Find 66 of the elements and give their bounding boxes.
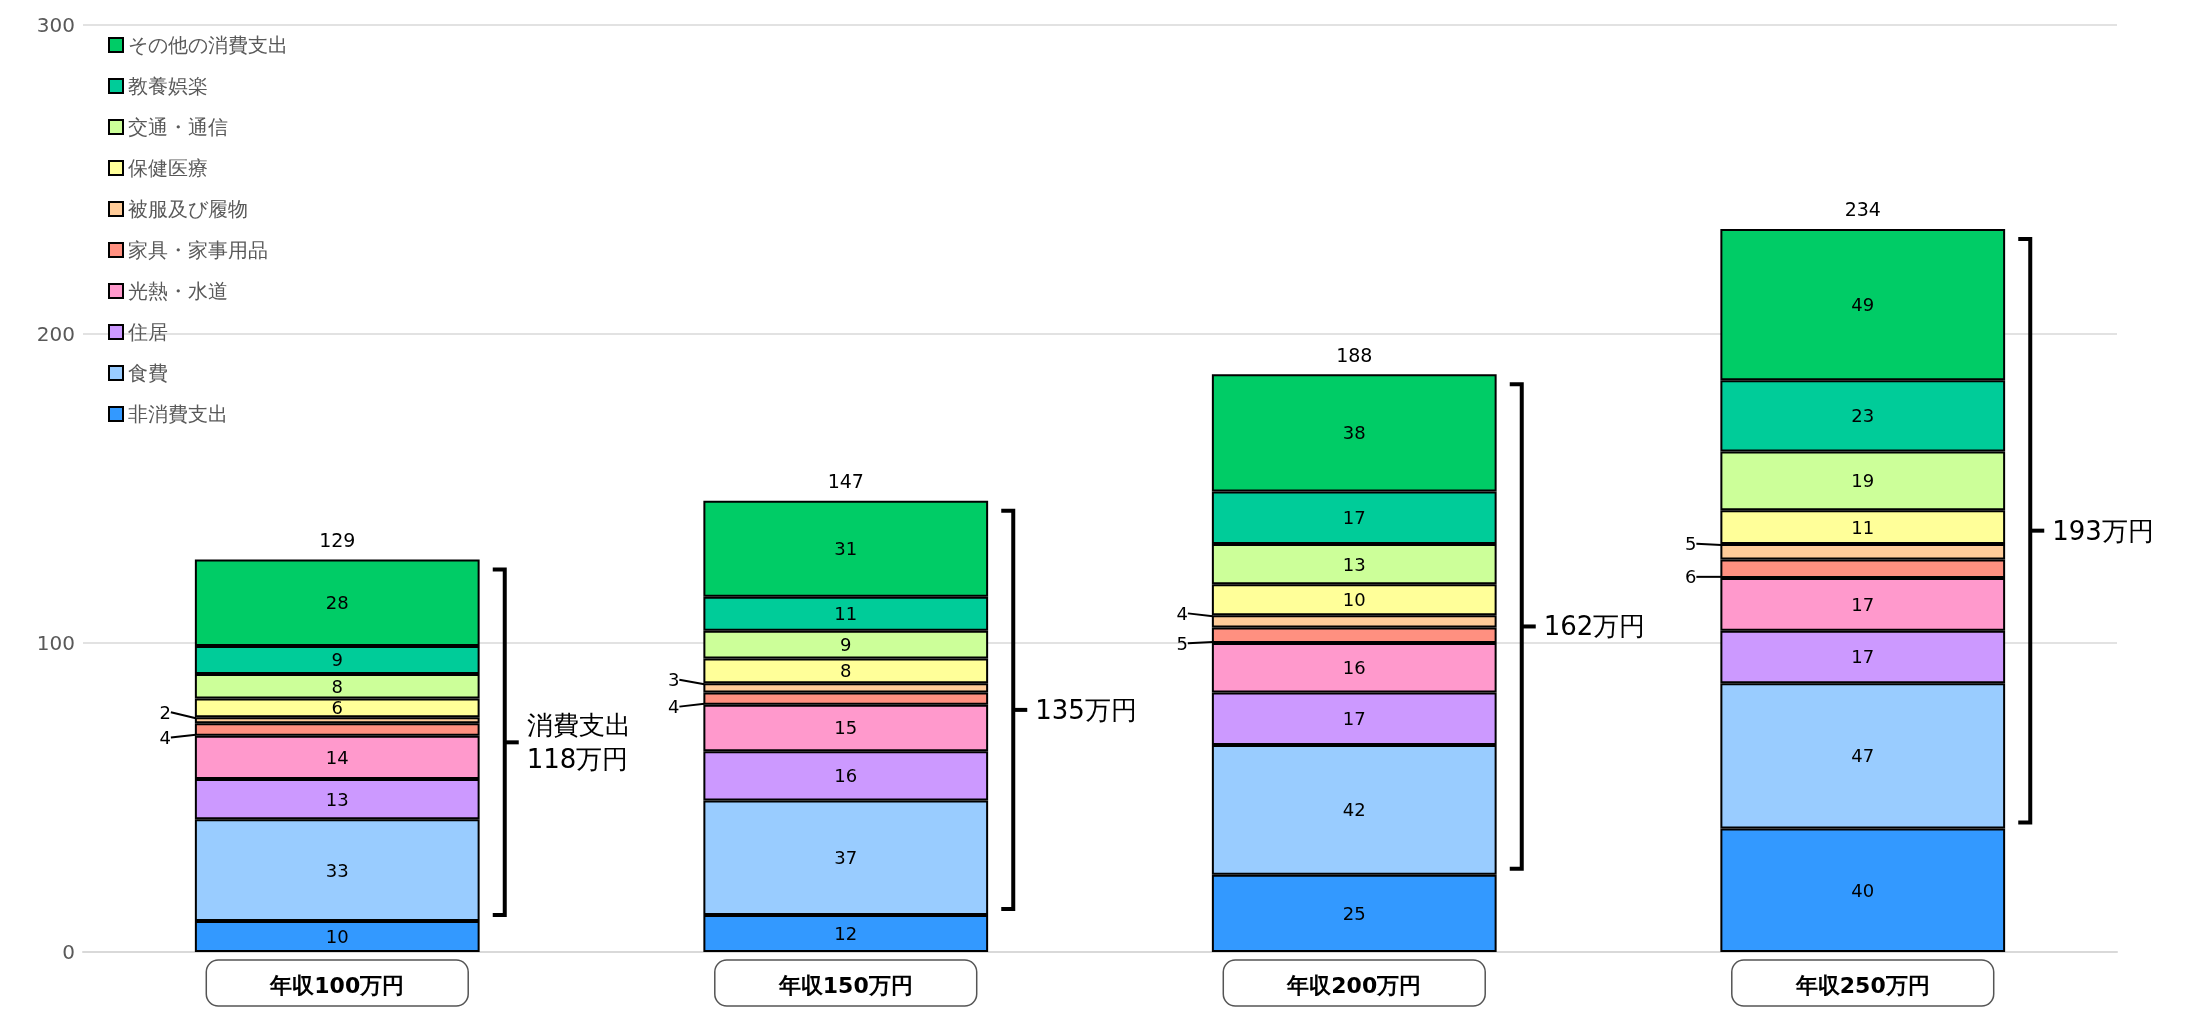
data-label: 9 bbox=[840, 634, 852, 656]
data-label: 6 bbox=[331, 697, 343, 719]
legend-label: 食費 bbox=[128, 361, 168, 385]
total-label: 188 bbox=[1336, 343, 1373, 366]
data-label: 19 bbox=[1851, 470, 1875, 492]
data-label: 5 bbox=[1176, 632, 1188, 654]
data-label: 49 bbox=[1851, 294, 1875, 316]
x-tick-label: 年収100万円 bbox=[269, 972, 405, 998]
data-label: 17 bbox=[1342, 708, 1366, 730]
total-label: 234 bbox=[1844, 198, 1881, 221]
data-label: 25 bbox=[1342, 902, 1366, 924]
data-label: 23 bbox=[1851, 405, 1875, 427]
data-label: 13 bbox=[325, 788, 349, 810]
total-label: 147 bbox=[827, 470, 864, 493]
data-label: 4 bbox=[1176, 602, 1188, 624]
data-label: 5 bbox=[1684, 533, 1697, 555]
data-label: 13 bbox=[1342, 553, 1366, 575]
legend-label: 保健医療 bbox=[128, 156, 208, 180]
data-label: 17 bbox=[1851, 646, 1875, 668]
data-label: 42 bbox=[1342, 799, 1366, 821]
y-tick-label: 300 bbox=[36, 13, 75, 37]
annotation: 162万円 bbox=[1543, 611, 1646, 642]
x-tick-label: 年収200万円 bbox=[1286, 972, 1422, 998]
x-tick-label: 年収150万円 bbox=[777, 972, 913, 998]
data-label: 15 bbox=[834, 717, 858, 739]
legend-label: 非消費支出 bbox=[128, 402, 228, 426]
data-label: 6 bbox=[1684, 566, 1697, 588]
data-label: 33 bbox=[325, 859, 349, 881]
data-label: 3 bbox=[667, 669, 680, 691]
legend-label: 被服及び履物 bbox=[128, 197, 248, 221]
data-label: 14 bbox=[325, 746, 349, 768]
y-tick-label: 100 bbox=[36, 631, 75, 655]
data-label: 16 bbox=[834, 765, 858, 787]
data-label: 17 bbox=[1342, 507, 1366, 529]
x-tick-label: 年収250万円 bbox=[1794, 972, 1930, 998]
legend-label: その他の消費支出 bbox=[128, 33, 288, 57]
data-label: 16 bbox=[1342, 657, 1366, 679]
data-label: 8 bbox=[331, 675, 343, 697]
annotation: 193万円 bbox=[2052, 515, 2154, 546]
data-label: 38 bbox=[1342, 422, 1366, 444]
data-label: 47 bbox=[1851, 745, 1875, 767]
data-label: 8 bbox=[840, 660, 852, 682]
legend-label: 光熱・水道 bbox=[128, 279, 228, 303]
legend-label: 住居 bbox=[127, 320, 168, 344]
data-label: 4 bbox=[667, 696, 680, 718]
legend-label: 教養娯楽 bbox=[128, 74, 208, 98]
data-label: 10 bbox=[325, 926, 349, 948]
data-label: 28 bbox=[325, 592, 349, 614]
annotation: 消費支出 118万円 bbox=[526, 710, 631, 775]
data-label: 11 bbox=[834, 603, 858, 625]
annotation: 135万円 bbox=[1035, 694, 1137, 725]
data-label: 10 bbox=[1342, 589, 1366, 611]
data-label: 12 bbox=[834, 922, 858, 944]
data-label: 40 bbox=[1851, 879, 1875, 901]
data-label: 31 bbox=[834, 538, 858, 560]
legend-label: 家具・家事用品 bbox=[128, 238, 268, 262]
data-label: 4 bbox=[159, 727, 171, 749]
data-label: 17 bbox=[1851, 593, 1875, 615]
data-label: 9 bbox=[331, 649, 343, 671]
data-label: 37 bbox=[834, 847, 858, 869]
total-label: 129 bbox=[319, 529, 356, 552]
data-label: 11 bbox=[1851, 516, 1875, 538]
data-label: 2 bbox=[159, 701, 171, 723]
y-tick-label: 0 bbox=[62, 940, 75, 964]
legend-label: 交通・通信 bbox=[128, 115, 228, 139]
y-tick-label: 200 bbox=[36, 322, 75, 346]
